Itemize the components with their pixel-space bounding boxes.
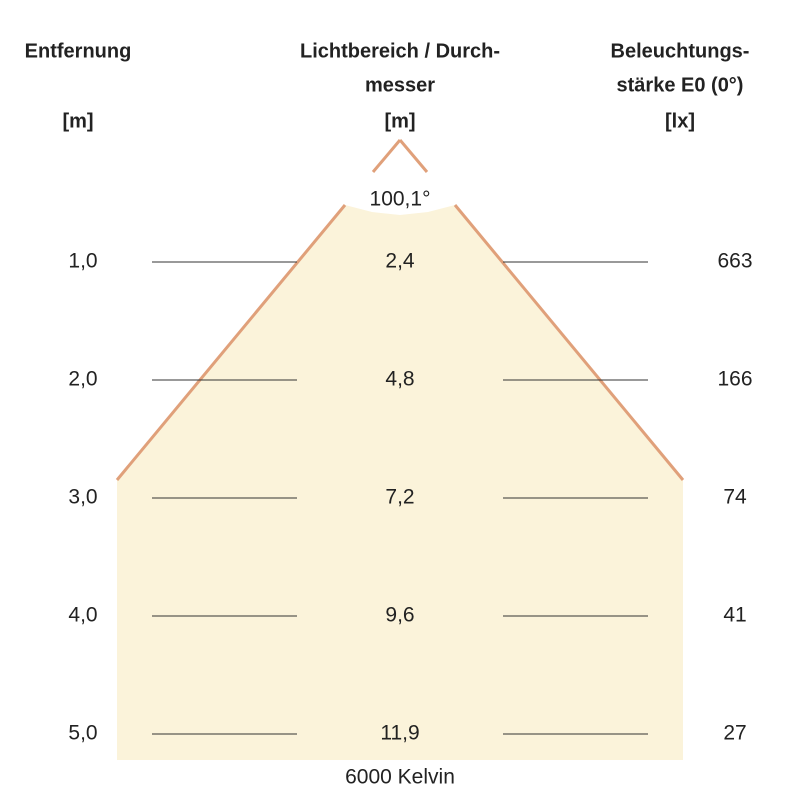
cone-edge [115,204,347,481]
illuminance-value: 74 [723,486,747,509]
diameter-value: 9,6 [385,604,414,627]
header-diameter-title: Lichtbereich / Durch- [300,40,500,62]
diameter-value: 7,2 [385,486,414,509]
illuminance-value: 166 [717,368,752,391]
header-illuminance-title: Beleuchtungs- [611,40,750,62]
distance-value: 1,0 [68,250,97,273]
illuminance-value: 663 [717,250,752,273]
header-distance-title: Entfernung [25,40,132,62]
rows: 1,0 2,4 663 2,0 4,8 166 3,0 7,2 74 4,0 9,6 41 5,0 11,… [68,250,752,745]
distance-value: 4,0 [68,604,97,627]
diameter-value: 4,8 [385,368,414,391]
header-distance-unit: [m] [62,110,93,132]
distance-value: 5,0 [68,722,97,745]
diameter-value: 2,4 [385,250,415,273]
distance-value: 3,0 [68,486,97,509]
cone-edges [115,139,685,481]
header-diameter-unit: [m] [384,110,415,132]
cone-edge [371,139,402,173]
illuminance-value: 41 [723,604,746,627]
illuminance-value: 27 [723,722,746,745]
footer: 6000 Kelvin [345,766,455,789]
diameter-value: 11,9 [380,722,419,745]
distance-value: 2,0 [68,368,97,391]
header-illuminance-title: stärke E0 (0°) [617,74,744,96]
light-area [117,205,683,760]
header-diameter-title: messer [365,74,435,96]
header-illuminance-unit: [lx] [665,110,695,132]
cone-edge [398,139,429,173]
beam-angle: 100,1° [370,188,431,211]
cone-edge [453,204,685,481]
